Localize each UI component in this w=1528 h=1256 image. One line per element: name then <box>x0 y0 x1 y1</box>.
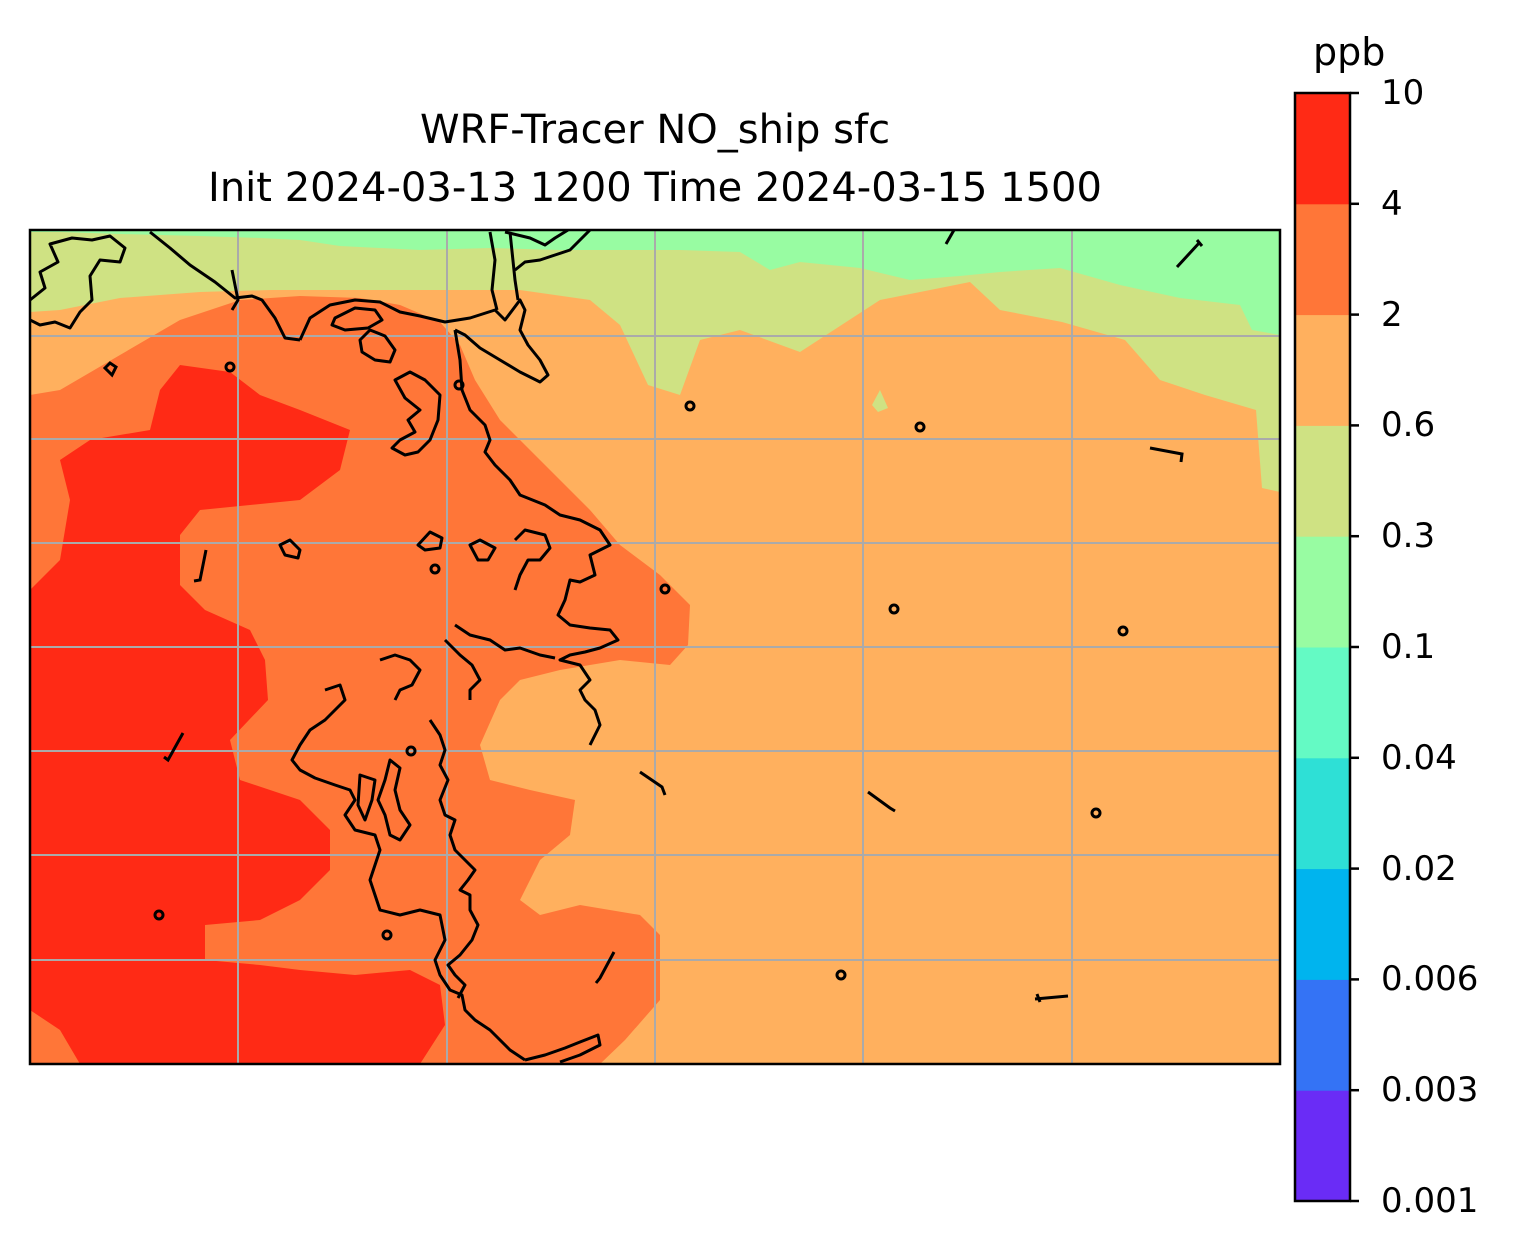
colorbar-segment <box>1295 314 1350 426</box>
island-dots <box>102 361 1129 981</box>
colorbar-segment <box>1295 647 1350 759</box>
colorbar-segment <box>1295 203 1350 316</box>
colorbar-segment <box>1295 1090 1350 1202</box>
colorbar-tick-label: 0.006 <box>1381 959 1479 1000</box>
colorbar-tick-label: 0.003 <box>1381 1070 1479 1111</box>
colorbar-tick-label: 0.04 <box>1381 737 1457 778</box>
colorbar-tick-label: 0.6 <box>1381 405 1436 446</box>
colorbar-segment <box>1295 93 1350 205</box>
colorbar-tick-label: 0.1 <box>1381 627 1436 667</box>
colorbar-segment <box>1295 536 1350 648</box>
colorbar-tick-label: 10 <box>1381 73 1425 113</box>
gridlines <box>30 230 1280 1064</box>
line-fragments <box>163 230 1204 1003</box>
map-title-line1: WRF-Tracer NO_ship sfc <box>419 107 891 153</box>
coastlines <box>30 230 620 1064</box>
colorbar-segment <box>1295 979 1350 1091</box>
colorbar-tick-label: 0.02 <box>1381 848 1457 889</box>
colorbar-tick-label: 4 <box>1381 183 1403 224</box>
colorbar-segment <box>1295 868 1350 980</box>
colorbar-unit: ppb <box>1313 30 1386 74</box>
map-title-line2: Init 2024-03-13 1200 Time 2024-03-15 150… <box>208 165 1102 211</box>
colorbar-tick-label: 0.3 <box>1381 516 1436 557</box>
contour-0.1-0.3 <box>30 230 1280 335</box>
colorbar-tick-label: 0.001 <box>1381 1181 1479 1221</box>
contour-speck <box>872 390 888 412</box>
colorbar-segment <box>1295 425 1350 537</box>
colorbar-tick-label: 2 <box>1381 294 1403 335</box>
map-frame <box>28 228 1282 1066</box>
colorbar-segment <box>1295 757 1350 870</box>
